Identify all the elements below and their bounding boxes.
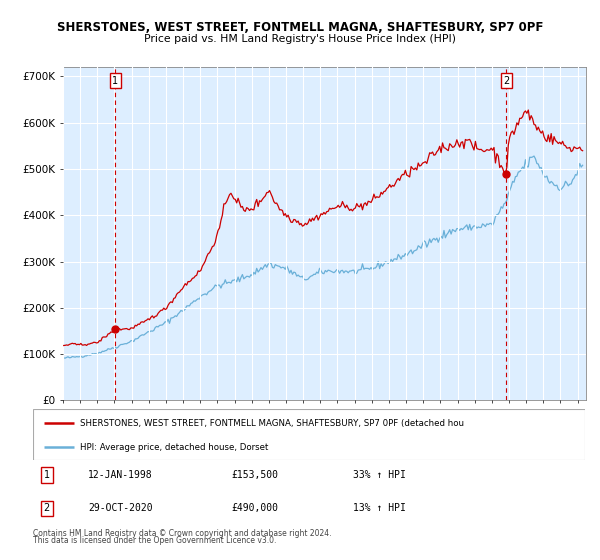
Text: 2: 2 — [44, 503, 50, 514]
Text: SHERSTONES, WEST STREET, FONTMELL MAGNA, SHAFTESBURY, SP7 0PF: SHERSTONES, WEST STREET, FONTMELL MAGNA,… — [57, 21, 543, 34]
Text: 2: 2 — [503, 76, 509, 86]
Text: 12-JAN-1998: 12-JAN-1998 — [88, 470, 153, 480]
Text: £153,500: £153,500 — [232, 470, 279, 480]
Text: £490,000: £490,000 — [232, 503, 279, 514]
Text: Price paid vs. HM Land Registry's House Price Index (HPI): Price paid vs. HM Land Registry's House … — [144, 34, 456, 44]
Text: HPI: Average price, detached house, Dorset: HPI: Average price, detached house, Dors… — [80, 443, 268, 452]
Text: 13% ↑ HPI: 13% ↑ HPI — [353, 503, 406, 514]
Text: 29-OCT-2020: 29-OCT-2020 — [88, 503, 153, 514]
Text: 1: 1 — [112, 76, 118, 86]
Text: 33% ↑ HPI: 33% ↑ HPI — [353, 470, 406, 480]
Text: SHERSTONES, WEST STREET, FONTMELL MAGNA, SHAFTESBURY, SP7 0PF (detached hou: SHERSTONES, WEST STREET, FONTMELL MAGNA,… — [80, 419, 464, 428]
Text: 1: 1 — [44, 470, 50, 480]
Text: Contains HM Land Registry data © Crown copyright and database right 2024.: Contains HM Land Registry data © Crown c… — [33, 529, 331, 538]
Text: This data is licensed under the Open Government Licence v3.0.: This data is licensed under the Open Gov… — [33, 536, 277, 545]
